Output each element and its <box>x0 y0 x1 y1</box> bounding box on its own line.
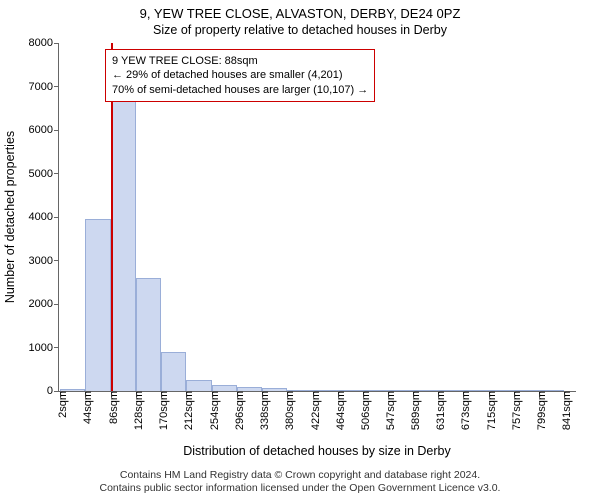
x-tick-label: 170sqm <box>152 391 170 430</box>
x-tick-label: 422sqm <box>304 391 322 430</box>
x-tick-label: 296sqm <box>228 391 246 430</box>
footer: Contains HM Land Registry data © Crown c… <box>0 469 600 496</box>
footer-line2: Contains public sector information licen… <box>0 482 600 496</box>
annotation-line3: 70% of semi-detached houses are larger (… <box>112 83 368 97</box>
annotation-line2: ← 29% of detached houses are smaller (4,… <box>112 68 368 82</box>
footer-line1: Contains HM Land Registry data © Crown c… <box>0 469 600 483</box>
annotation-line1: 9 YEW TREE CLOSE: 88sqm <box>112 54 368 68</box>
x-tick-label: 128sqm <box>127 391 145 430</box>
histogram-bar <box>85 219 110 391</box>
annotation-box: 9 YEW TREE CLOSE: 88sqm ← 29% of detache… <box>105 49 375 102</box>
y-tick-label: 4000 <box>29 211 59 223</box>
x-tick-label: 841sqm <box>555 391 573 430</box>
x-tick-label: 506sqm <box>354 391 372 430</box>
y-tick-label: 3000 <box>29 255 59 267</box>
chart-title: 9, YEW TREE CLOSE, ALVASTON, DERBY, DE24… <box>0 0 600 21</box>
histogram-bar <box>136 278 161 391</box>
x-tick-label: 212sqm <box>177 391 195 430</box>
x-tick-label: 86sqm <box>102 391 120 424</box>
y-tick-label: 6000 <box>29 124 59 136</box>
x-tick-label: 673sqm <box>454 391 472 430</box>
x-tick-label: 757sqm <box>505 391 523 430</box>
x-tick-label: 631sqm <box>429 391 447 430</box>
histogram-bar <box>111 100 136 391</box>
histogram-bar <box>186 380 211 391</box>
x-axis-label: Distribution of detached houses by size … <box>58 444 576 458</box>
x-tick-label: 589sqm <box>404 391 422 430</box>
x-tick-label: 338sqm <box>253 391 271 430</box>
x-tick-label: 799sqm <box>530 391 548 430</box>
y-tick-label: 2000 <box>29 298 59 310</box>
x-tick-label: 44sqm <box>76 391 94 424</box>
histogram-bar <box>161 352 186 391</box>
x-tick-label: 547sqm <box>379 391 397 430</box>
x-tick-label: 715sqm <box>480 391 498 430</box>
chart-subtitle: Size of property relative to detached ho… <box>0 21 600 37</box>
x-tick-label: 254sqm <box>203 391 221 430</box>
y-tick-label: 7000 <box>29 81 59 93</box>
y-tick-label: 8000 <box>29 37 59 49</box>
x-tick-label: 2sqm <box>51 391 69 418</box>
y-axis-label: Number of detached properties <box>3 127 17 307</box>
y-tick-label: 1000 <box>29 342 59 354</box>
y-tick-label: 5000 <box>29 168 59 180</box>
x-tick-label: 464sqm <box>329 391 347 430</box>
x-tick-label: 380sqm <box>278 391 296 430</box>
histogram-chart: 9, YEW TREE CLOSE, ALVASTON, DERBY, DE24… <box>0 0 600 500</box>
